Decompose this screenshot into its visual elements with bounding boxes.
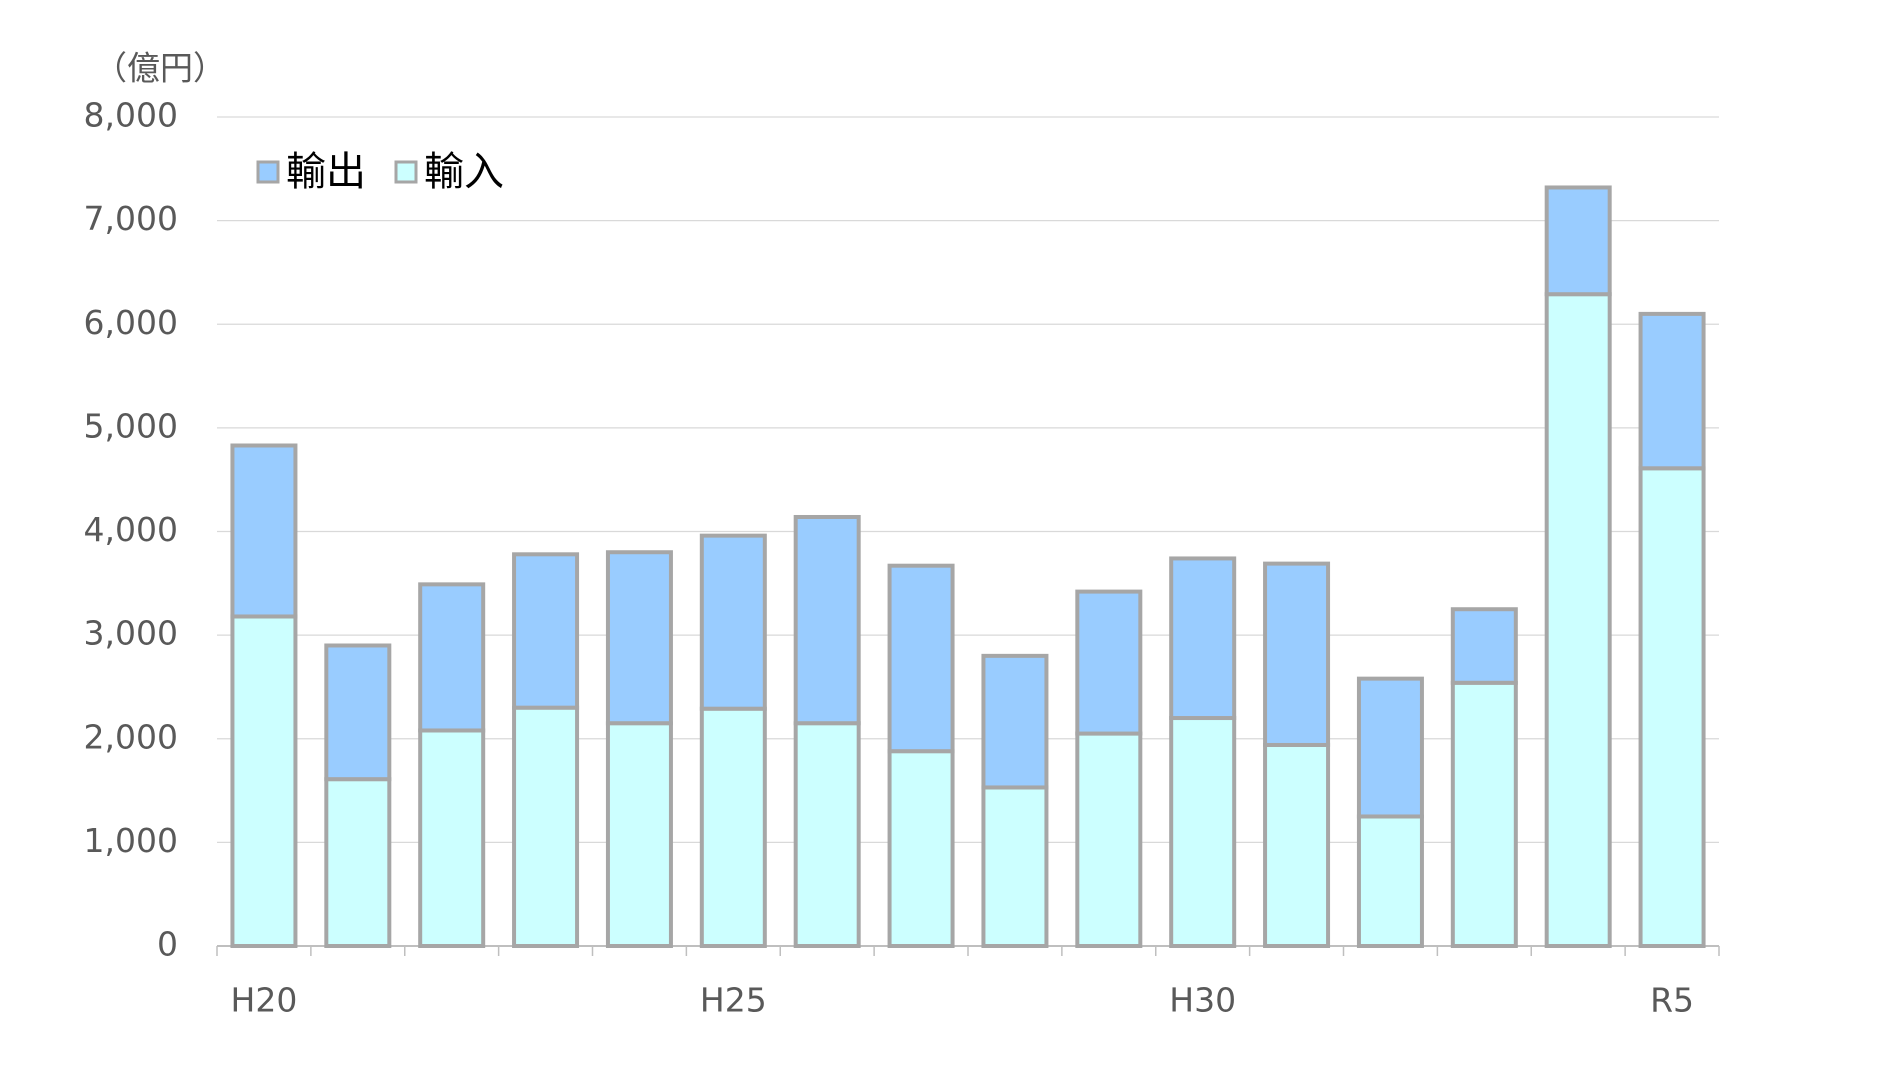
bar-segment	[512, 705, 580, 948]
bar-segment	[887, 749, 955, 948]
bar-segment	[1544, 292, 1612, 949]
x-tick-label: H25	[700, 981, 767, 1020]
bar-segment	[512, 552, 580, 710]
bar-segment	[981, 785, 1049, 948]
bar-segment	[605, 550, 673, 726]
bar-segment	[230, 614, 298, 948]
legend-swatch	[394, 160, 418, 184]
bar-segment	[324, 643, 392, 782]
x-tick-label: H30	[1169, 981, 1236, 1020]
bar-segment	[793, 514, 861, 726]
y-tick-label: 4,000	[84, 510, 178, 549]
bar-segment	[887, 563, 955, 754]
bar-segment	[699, 533, 767, 711]
y-tick-label: 7,000	[84, 199, 178, 238]
bar-segment	[1263, 742, 1331, 949]
bar-segment	[418, 728, 486, 949]
bar-segment	[981, 653, 1049, 790]
unit-label: （億円）	[94, 49, 226, 88]
bar-segment	[1263, 561, 1331, 747]
y-tick-label: 6,000	[84, 303, 178, 342]
bar-segment	[1450, 680, 1518, 948]
legend-swatch	[256, 160, 280, 184]
bar-segment	[1544, 185, 1612, 297]
bar-segment	[1356, 676, 1424, 819]
legend-label: 輸出	[286, 149, 366, 195]
bar-segment	[793, 721, 861, 948]
y-tick-label: 5,000	[84, 406, 178, 445]
bar-segment	[324, 777, 392, 948]
bar-segment	[699, 706, 767, 948]
bar-segment	[1075, 589, 1143, 736]
bar-segment	[230, 443, 298, 619]
bar-segment	[1169, 716, 1237, 949]
y-tick-label: 1,000	[84, 821, 178, 860]
legend-label: 輸入	[424, 149, 504, 195]
bar-segment	[418, 582, 486, 733]
bar-segment	[1075, 731, 1143, 948]
bar-segment	[605, 721, 673, 948]
y-tick-label: 0	[157, 925, 178, 964]
y-tick-label: 3,000	[84, 614, 178, 653]
bar-segment	[1356, 814, 1424, 948]
bar-segment	[1169, 556, 1237, 721]
bar-segment	[1638, 466, 1706, 948]
y-tick-label: 2,000	[84, 717, 178, 756]
x-tick-label: H20	[231, 981, 298, 1020]
y-tick-label: 8,000	[84, 96, 178, 135]
x-tick-label: R5	[1650, 981, 1694, 1020]
bar-segment	[1638, 311, 1706, 471]
bar-segment	[1450, 607, 1518, 685]
